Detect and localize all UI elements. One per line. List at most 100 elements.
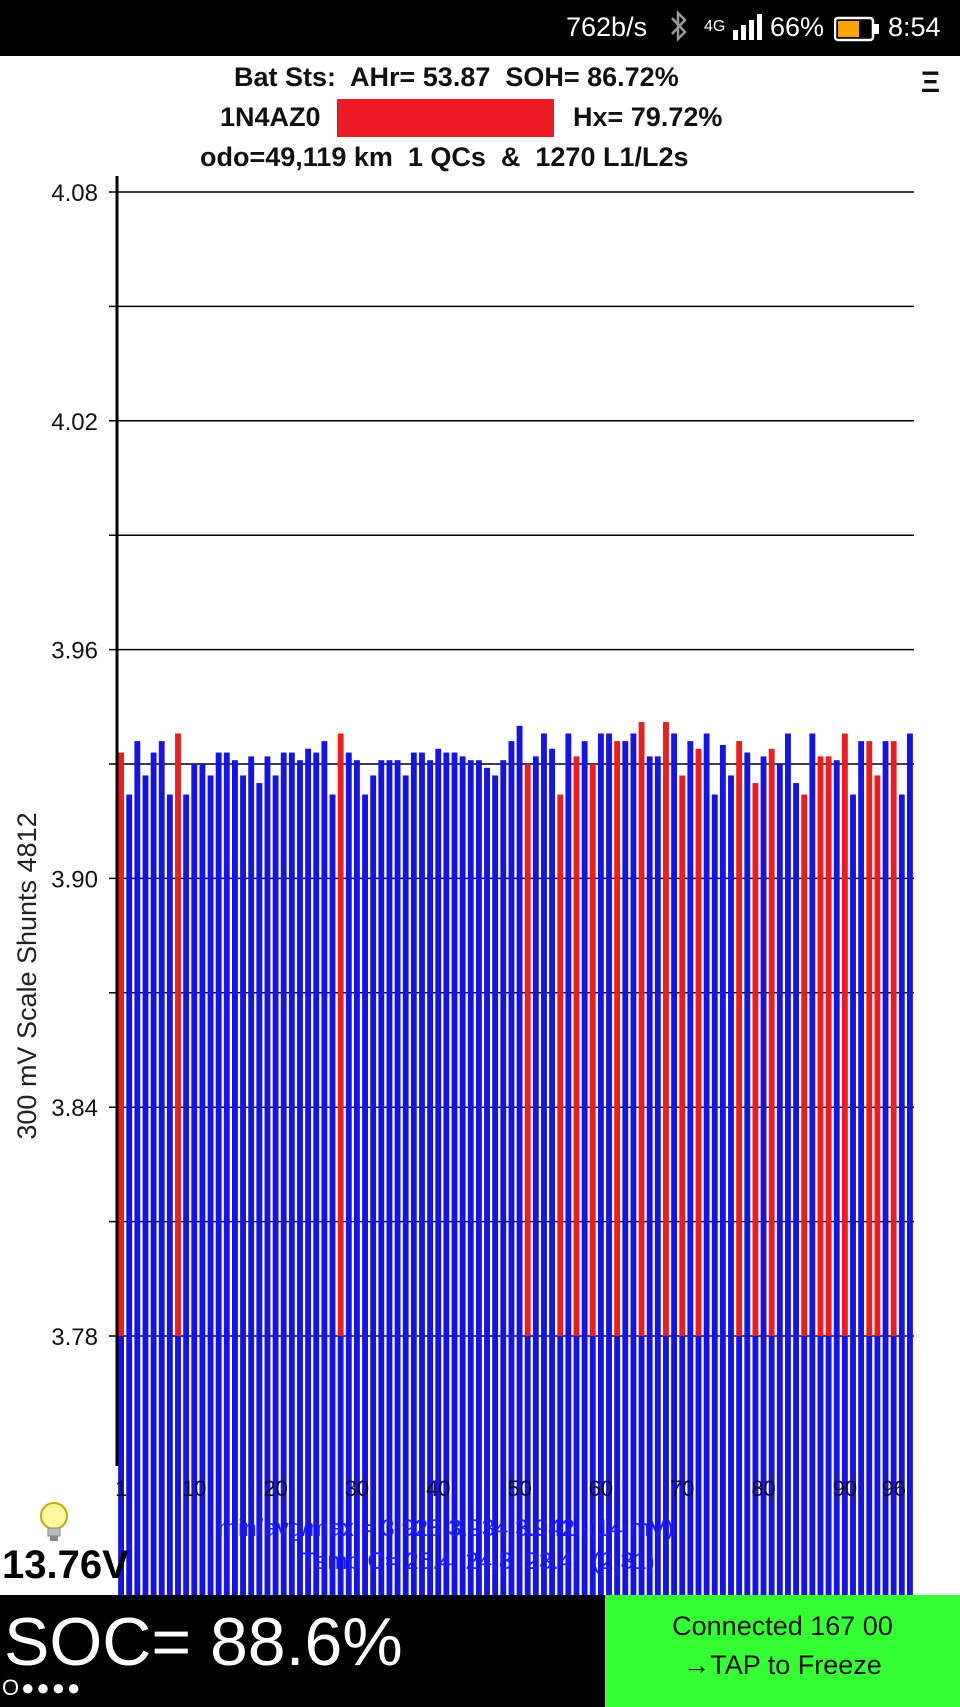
- cell-bar-53: [541, 733, 547, 1336]
- cell-bar-extension-49: [508, 1336, 515, 1595]
- cell-bar-87: [817, 756, 824, 1336]
- cell-bar-30: [353, 760, 360, 1336]
- cell-bar-61: [606, 733, 612, 1336]
- cell-bar-2: [126, 794, 133, 1336]
- soc-indicator-dots: O●●●●: [2, 1675, 83, 1700]
- cell-bar-extension-39: [427, 1336, 434, 1595]
- cell-bar-24: [305, 748, 312, 1336]
- cell-bar-extension-80: [760, 1336, 767, 1595]
- cell-bar-extension-43: [459, 1336, 466, 1595]
- cell-bar-57: [573, 756, 580, 1336]
- cell-bar-extension-76: [728, 1336, 734, 1595]
- cell-bar-35: [394, 760, 401, 1336]
- cell-bar-extension-47: [492, 1336, 499, 1595]
- battery-stats-line: Bat Sts: AHr= 53.87 SOH= 86.72%: [234, 62, 679, 92]
- cell-bar-extension-41: [443, 1336, 450, 1595]
- cell-bar-97: [898, 794, 905, 1336]
- cell-bar-96: [890, 741, 897, 1336]
- cell-bar-extension-65: [638, 1336, 645, 1595]
- cell-bar-extension-54: [549, 1336, 556, 1595]
- cell-bar-91: [850, 794, 856, 1336]
- cell-bar-41: [443, 752, 450, 1336]
- cell-bar-extension-20: [272, 1336, 279, 1595]
- x-tick-label: 1: [115, 1476, 127, 1501]
- cell-bar-12: [207, 775, 214, 1336]
- cell-bar-77: [736, 741, 743, 1336]
- cell-bar-39: [427, 760, 434, 1336]
- cell-bar-extension-37: [410, 1336, 417, 1595]
- cell-bar-extension-13: [215, 1336, 222, 1595]
- cell-bars-overflow: [118, 1336, 913, 1595]
- cell-bar-extension-69: [671, 1336, 678, 1595]
- cell-bar-94: [874, 775, 881, 1336]
- cell-bar-14: [223, 752, 230, 1336]
- cell-bar-extension-24: [305, 1336, 312, 1595]
- cell-bar-extension-55: [557, 1336, 564, 1595]
- cell-bar-84: [793, 783, 800, 1336]
- cell-bar-46: [484, 767, 490, 1336]
- cell-bar-extension-33: [378, 1336, 385, 1595]
- cell-bar-50: [516, 725, 523, 1336]
- cell-bar-extension-86: [809, 1336, 816, 1595]
- y-axis-label: 300 mV Scale Shunts 4812: [12, 812, 42, 1139]
- cell-bar-extension-85: [801, 1336, 808, 1595]
- cell-bar-25: [313, 752, 320, 1336]
- cell-bar-55: [557, 794, 564, 1336]
- cell-bar-extension-21: [280, 1336, 287, 1595]
- cell-bar-extension-26: [321, 1336, 328, 1595]
- cell-bar-70: [679, 775, 686, 1336]
- menu-icon[interactable]: Ξ: [920, 66, 940, 99]
- cell-bar-extension-77: [736, 1336, 743, 1595]
- cell-bar-37: [410, 752, 417, 1336]
- connect-freeze-button[interactable]: Connected 167 00 →TAP to Freeze: [605, 1595, 960, 1707]
- cell-bar-74: [711, 794, 718, 1336]
- cell-bar-extension-63: [622, 1336, 629, 1595]
- cell-bar-17: [248, 756, 255, 1336]
- cell-bar-extension-36: [402, 1336, 409, 1595]
- cell-bar-extension-97: [898, 1336, 905, 1595]
- cell-bar-extension-2: [126, 1336, 133, 1595]
- x-tick-label: 96: [881, 1476, 905, 1501]
- cell-bar-extension-27: [329, 1336, 336, 1595]
- cell-bar-81: [768, 748, 775, 1336]
- cell-bar-38: [419, 752, 425, 1336]
- cell-bar-3: [134, 741, 141, 1336]
- cell-bar-extension-23: [297, 1336, 303, 1595]
- pack-voltage: 13.76V: [2, 1543, 129, 1587]
- cell-bar-42: [451, 752, 458, 1336]
- cell-bar-extension-89: [833, 1336, 840, 1595]
- cell-bar-43: [459, 756, 466, 1336]
- cell-bar-16: [240, 775, 246, 1336]
- cell-bar-69: [671, 733, 678, 1336]
- cell-bar-20: [272, 775, 279, 1336]
- network-type: 4G: [704, 18, 726, 35]
- x-tick-label: 30: [345, 1476, 369, 1501]
- soc-readout: SOC= 88.6%: [4, 1604, 403, 1680]
- cell-bar-62: [614, 741, 621, 1336]
- cell-bar-18: [256, 783, 263, 1336]
- cell-bar-93: [866, 741, 873, 1336]
- cell-bar-extension-4: [142, 1336, 149, 1595]
- cell-bar-33: [378, 760, 385, 1336]
- cell-bar-extension-62: [614, 1336, 621, 1595]
- cell-bar-5: [150, 752, 157, 1336]
- cell-bar-15: [232, 760, 238, 1336]
- cell-bar-98: [907, 733, 913, 1336]
- cell-bar-extension-78: [744, 1336, 751, 1595]
- cell-bar-extension-57: [573, 1336, 580, 1595]
- cell-bar-83: [785, 733, 791, 1336]
- cell-bar-23: [297, 760, 303, 1336]
- odometer-line: odo=49,119 km 1 QCs & 1270 L1/L2s: [200, 142, 689, 172]
- cell-bar-27: [329, 794, 336, 1336]
- lightbulb-icon[interactable]: [36, 1500, 72, 1549]
- cell-bar-60: [597, 733, 604, 1336]
- x-tick-label: 20: [263, 1476, 287, 1501]
- cell-bar-11: [199, 764, 206, 1336]
- cell-voltage-chart[interactable]: 3.78 3.84 3.90 3.96 4.02 4.08 1 10 20 30 40 50 60 70…: [0, 176, 960, 1595]
- cell-bar-64: [630, 733, 637, 1336]
- cell-bar-extension-67: [654, 1336, 661, 1595]
- cell-bar-10: [191, 764, 198, 1336]
- cell-bar-extension-95: [882, 1336, 889, 1595]
- cell-bar-88: [825, 756, 832, 1336]
- y-tick-label: 3.78: [51, 1324, 98, 1351]
